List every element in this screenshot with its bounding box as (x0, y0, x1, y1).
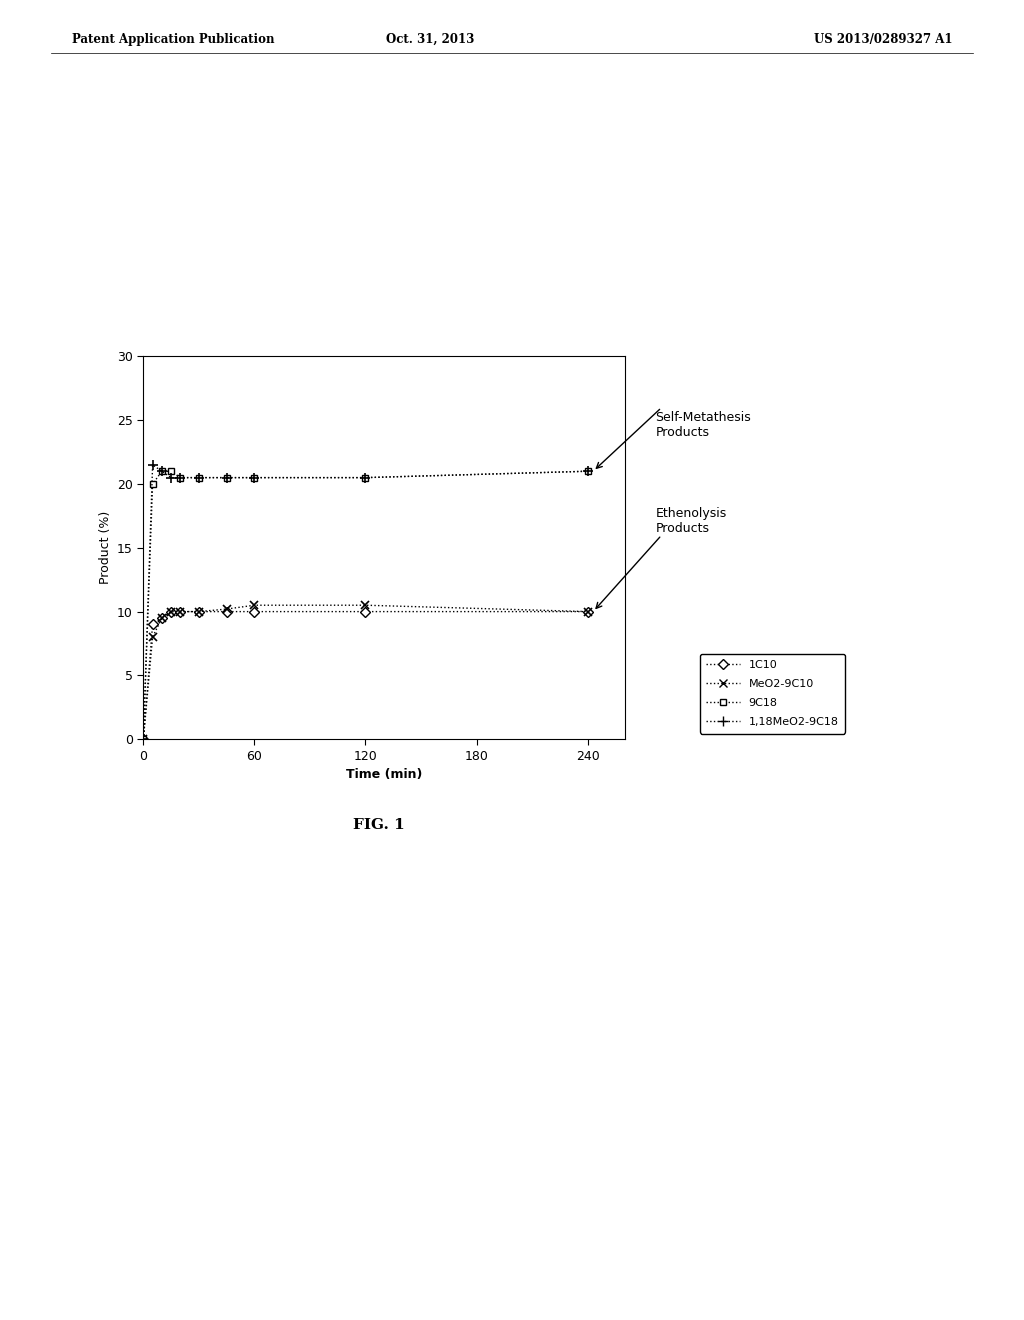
Text: Patent Application Publication: Patent Application Publication (72, 33, 274, 46)
Text: Self-Metathesis
Products: Self-Metathesis Products (655, 412, 752, 440)
Y-axis label: Product (%): Product (%) (98, 511, 112, 585)
Text: Ethenolysis
Products: Ethenolysis Products (655, 507, 727, 535)
Text: Oct. 31, 2013: Oct. 31, 2013 (386, 33, 474, 46)
Legend: 1C10, MeO2-9C10, 9C18, 1,18MeO2-9C18: 1C10, MeO2-9C10, 9C18, 1,18MeO2-9C18 (699, 653, 845, 734)
X-axis label: Time (min): Time (min) (346, 768, 422, 781)
Text: US 2013/0289327 A1: US 2013/0289327 A1 (814, 33, 952, 46)
Text: FIG. 1: FIG. 1 (353, 818, 404, 833)
